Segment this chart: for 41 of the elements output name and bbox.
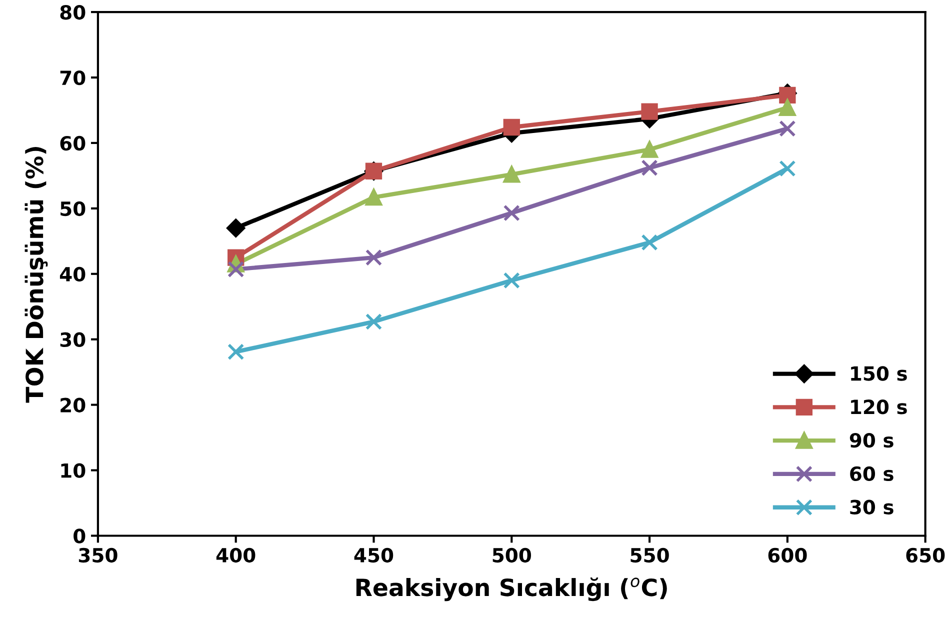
y-tick-label: 0 [74, 528, 86, 544]
point [779, 99, 796, 116]
legend-label: 60 s [850, 466, 894, 482]
point [641, 141, 658, 158]
point [779, 160, 796, 177]
legend-label: 120 s [851, 400, 907, 414]
point [365, 188, 382, 206]
point [503, 272, 520, 289]
point [228, 260, 244, 278]
y-axis-title: TOK Dönüşümü (%) [24, 146, 48, 403]
point [228, 343, 244, 360]
x-tick-label: 600 [768, 548, 807, 563]
point [365, 313, 382, 330]
point [226, 218, 246, 238]
x-tick-label: 550 [630, 548, 669, 563]
y-tick-label: 40 [60, 266, 86, 282]
point [641, 234, 658, 251]
y-tick-label: 70 [60, 70, 86, 86]
x-tick-label: 400 [216, 548, 256, 563]
y-tick-label: 50 [60, 201, 86, 216]
y-tick-label: 80 [60, 5, 86, 20]
legend-label: 150 s [851, 366, 907, 381]
legend-label: 90 s [850, 432, 894, 448]
x-axis-title: Reaksiyon Sıcaklığı ($^{o}$C) [356, 577, 667, 602]
y-tick-label: 10 [61, 463, 86, 478]
x-tick-label: 500 [492, 548, 532, 563]
legend-label: 30 s [850, 500, 894, 514]
x-tick-label: 650 [906, 548, 945, 563]
point [503, 204, 520, 222]
y-tick-label: 30 [60, 332, 86, 348]
point [503, 118, 520, 136]
point [503, 166, 520, 183]
y-tick-label: 60 [60, 136, 86, 151]
point [365, 249, 382, 266]
point [641, 103, 658, 120]
point [641, 160, 658, 176]
y-tick-label: 20 [60, 398, 86, 412]
point [779, 120, 796, 137]
point [779, 86, 796, 104]
x-tick-label: 350 [78, 548, 118, 563]
x-tick-label: 450 [354, 548, 394, 563]
